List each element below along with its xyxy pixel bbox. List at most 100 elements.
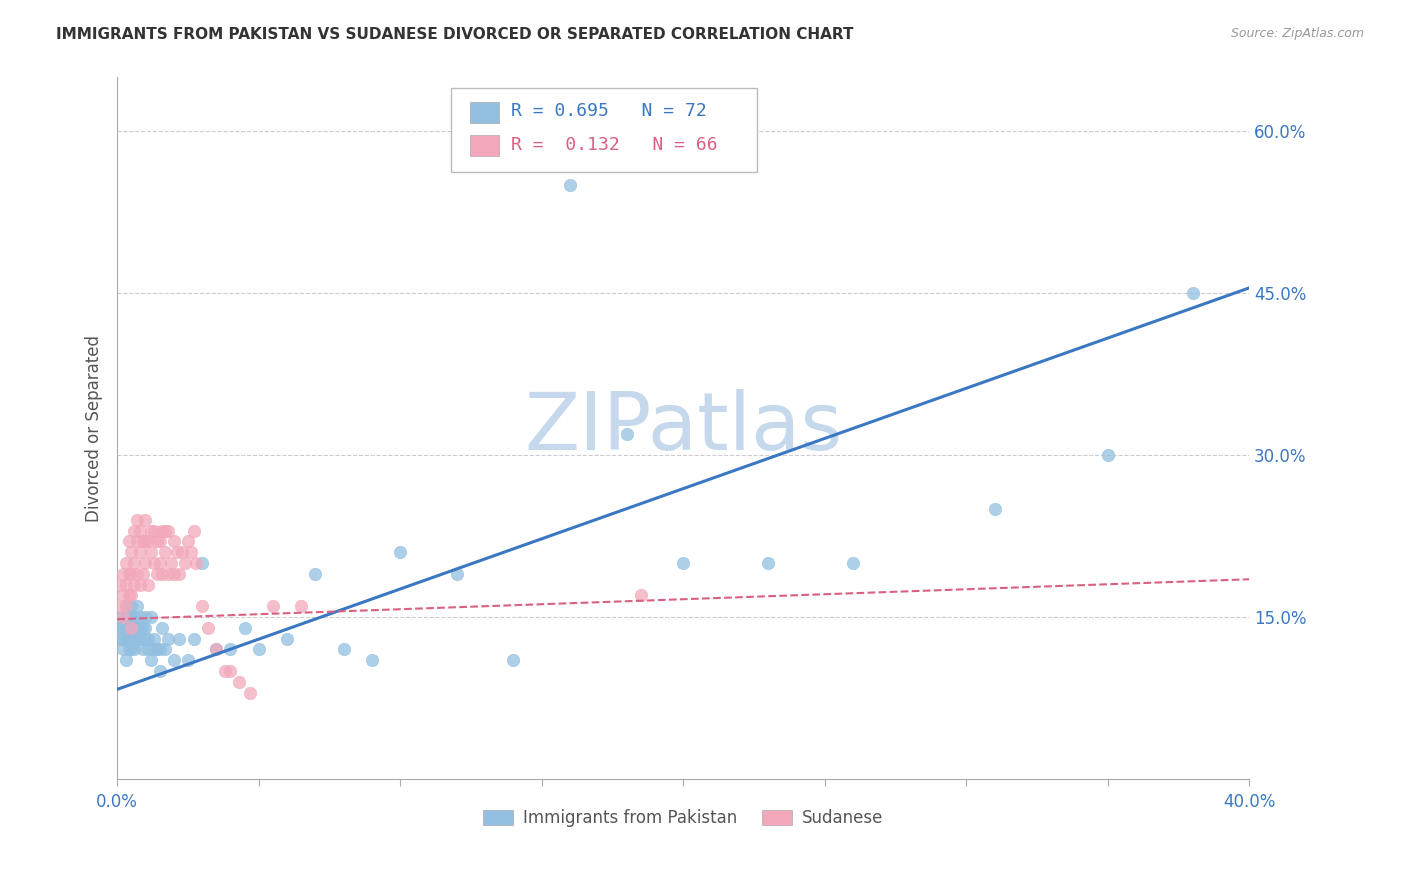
Text: R = 0.695   N = 72: R = 0.695 N = 72: [512, 102, 707, 120]
Point: [146, 642, 169, 657]
Point: [149, 534, 172, 549]
Point: [228, 674, 250, 689]
Point: [163, 534, 186, 549]
Point: [125, 513, 148, 527]
Point: [136, 632, 159, 646]
Point: [177, 653, 200, 667]
Point: [143, 524, 166, 538]
Point: [128, 545, 150, 559]
Point: [214, 664, 236, 678]
Point: [111, 610, 134, 624]
Point: [141, 610, 163, 624]
Text: ZIPatlas: ZIPatlas: [524, 389, 842, 467]
Point: [128, 610, 150, 624]
Point: [111, 642, 134, 657]
Point: [128, 632, 150, 646]
Point: [219, 664, 242, 678]
Point: [630, 589, 652, 603]
Point: [111, 621, 134, 635]
Point: [128, 524, 150, 538]
Point: [361, 653, 384, 667]
Text: IMMIGRANTS FROM PAKISTAN VS SUDANESE DIVORCED OR SEPARATED CORRELATION CHART: IMMIGRANTS FROM PAKISTAN VS SUDANESE DIV…: [56, 27, 853, 42]
Point: [120, 632, 142, 646]
Point: [117, 610, 139, 624]
Point: [114, 621, 136, 635]
Point: [131, 566, 153, 581]
Point: [122, 632, 145, 646]
Point: [160, 556, 183, 570]
Point: [152, 566, 174, 581]
Point: [120, 642, 142, 657]
Point: [117, 566, 139, 581]
Point: [169, 566, 191, 581]
Point: [125, 632, 148, 646]
Point: [111, 589, 134, 603]
Point: [146, 534, 169, 549]
Point: [304, 566, 326, 581]
Point: [111, 566, 134, 581]
Point: [125, 534, 148, 549]
Point: [108, 577, 131, 591]
Point: [120, 589, 142, 603]
Point: [149, 556, 172, 570]
Point: [108, 621, 131, 635]
Text: R =  0.132   N = 66: R = 0.132 N = 66: [512, 136, 718, 154]
Point: [183, 524, 205, 538]
Point: [183, 632, 205, 646]
Point: [125, 599, 148, 614]
Point: [155, 524, 177, 538]
Point: [672, 556, 695, 570]
Point: [174, 556, 197, 570]
Point: [155, 545, 177, 559]
Point: [111, 610, 134, 624]
Point: [114, 653, 136, 667]
Point: [558, 178, 581, 193]
Point: [239, 685, 262, 699]
Point: [842, 556, 865, 570]
Point: [157, 524, 180, 538]
Point: [114, 599, 136, 614]
Point: [128, 621, 150, 635]
Point: [134, 534, 156, 549]
Point: [125, 566, 148, 581]
Point: [1097, 448, 1119, 462]
Point: [125, 621, 148, 635]
Point: [141, 653, 163, 667]
Point: [141, 545, 163, 559]
Point: [219, 642, 242, 657]
Point: [262, 599, 284, 614]
Point: [616, 426, 638, 441]
Point: [120, 621, 142, 635]
Point: [122, 524, 145, 538]
Point: [247, 642, 270, 657]
Point: [117, 534, 139, 549]
Point: [120, 566, 142, 581]
Point: [143, 632, 166, 646]
Point: [108, 610, 131, 624]
Point: [108, 599, 131, 614]
Point: [143, 642, 166, 657]
Point: [172, 545, 194, 559]
Point: [756, 556, 779, 570]
Point: [131, 642, 153, 657]
Point: [177, 534, 200, 549]
Point: [134, 621, 156, 635]
Point: [120, 599, 142, 614]
Point: [120, 545, 142, 559]
FancyBboxPatch shape: [471, 102, 499, 123]
Point: [186, 556, 208, 570]
Y-axis label: Divorced or Separated: Divorced or Separated: [86, 334, 103, 522]
Point: [134, 610, 156, 624]
Point: [134, 513, 156, 527]
Point: [233, 621, 256, 635]
Point: [205, 642, 228, 657]
Point: [191, 599, 214, 614]
Point: [163, 566, 186, 581]
Point: [134, 632, 156, 646]
FancyBboxPatch shape: [471, 135, 499, 156]
Point: [114, 632, 136, 646]
Legend: Immigrants from Pakistan, Sudanese: Immigrants from Pakistan, Sudanese: [477, 803, 890, 834]
Point: [117, 589, 139, 603]
Point: [157, 566, 180, 581]
Point: [149, 642, 172, 657]
